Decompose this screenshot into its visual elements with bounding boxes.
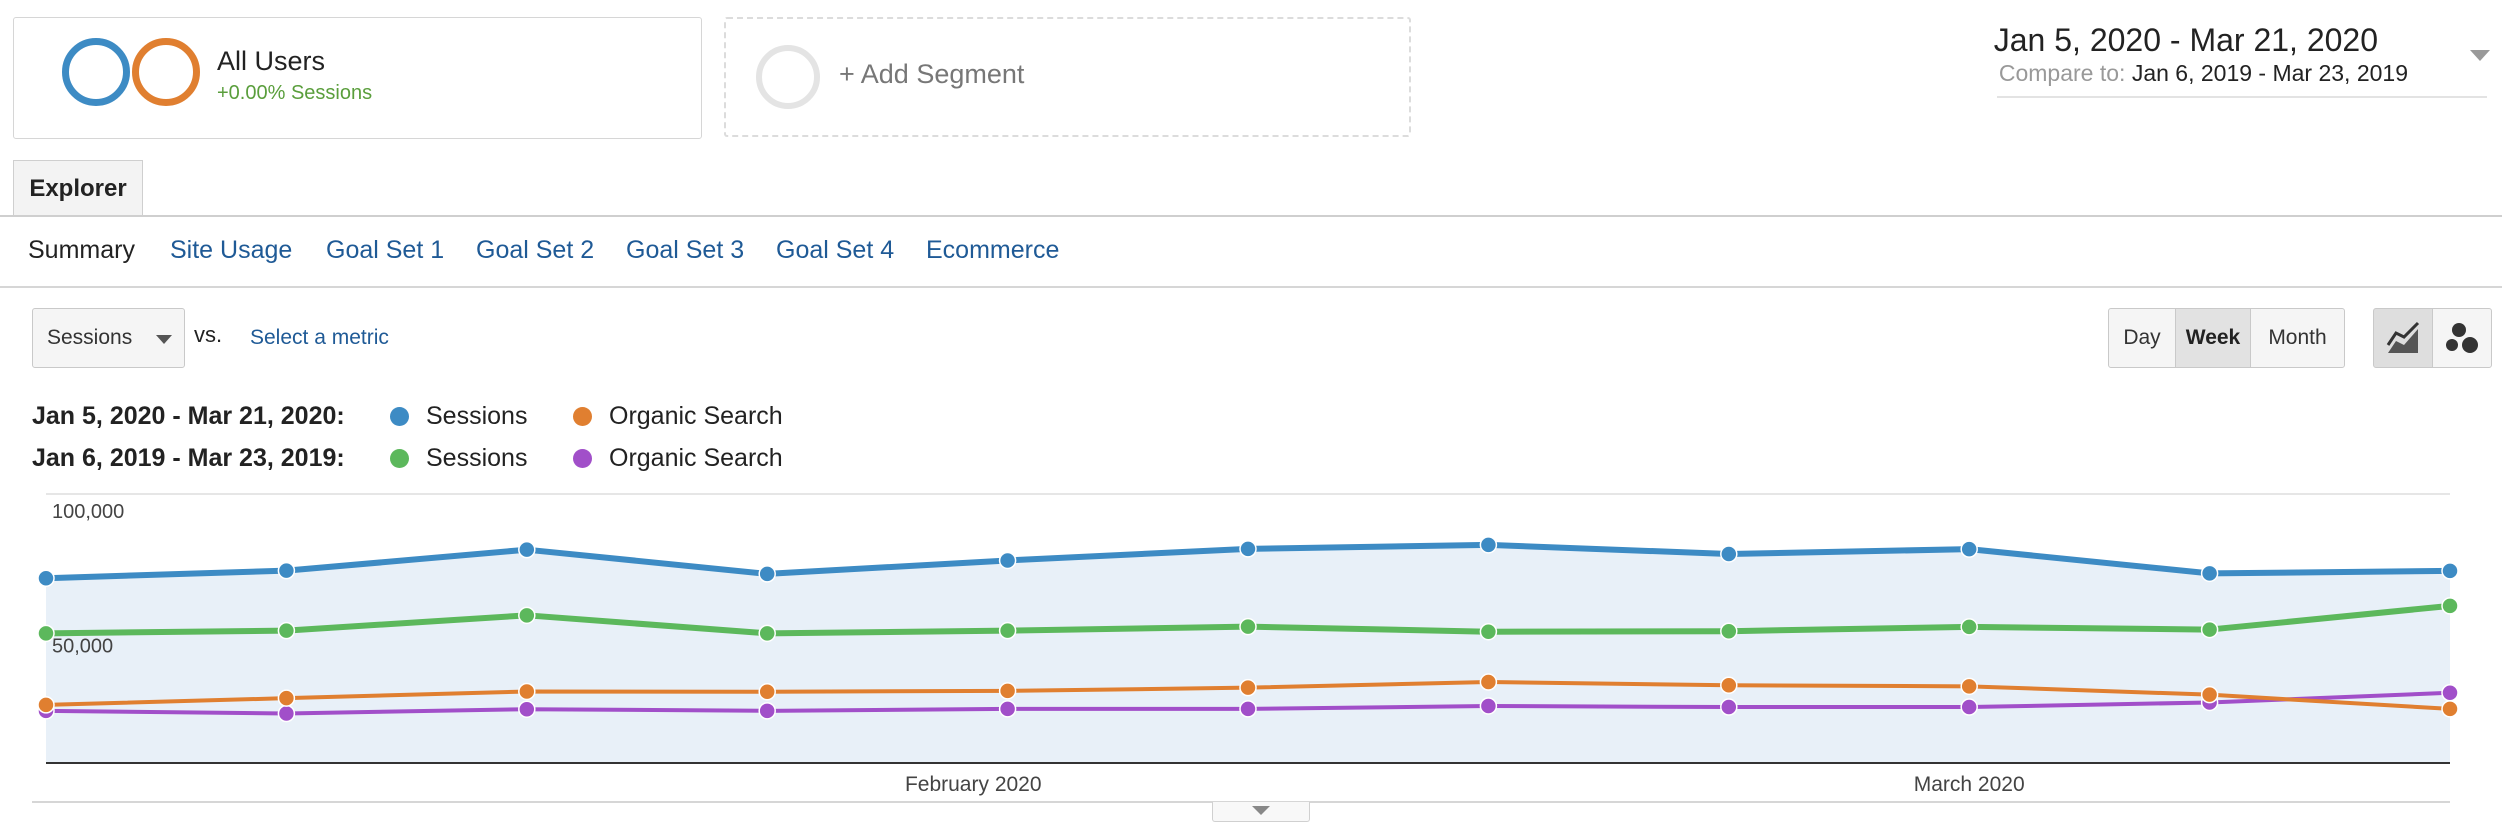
data-point xyxy=(998,551,1017,570)
data-point xyxy=(1479,697,1498,715)
data-point xyxy=(998,621,1017,640)
data-point xyxy=(2441,700,2459,718)
day-button[interactable]: Day xyxy=(2108,308,2176,368)
line-chart-icon xyxy=(2386,321,2420,353)
data-point xyxy=(758,565,776,583)
data-point xyxy=(2441,562,2459,580)
date-range-compare[interactable]: Compare to: Jan 6, 2019 - Mar 23, 2019 xyxy=(1999,60,2408,87)
data-point xyxy=(998,682,1017,700)
month-button[interactable]: Month xyxy=(2250,308,2345,368)
subnav-goal-set-3[interactable]: Goal Set 3 xyxy=(626,236,745,264)
segment-title: All Users xyxy=(217,46,326,76)
data-point xyxy=(1239,678,1257,697)
data-point xyxy=(1960,677,1978,696)
legend-range-current: Jan 5, 2020 - Mar 21, 2020: xyxy=(32,402,345,430)
data-point xyxy=(2200,620,2219,639)
data-point xyxy=(277,689,296,707)
data-point xyxy=(2441,597,2459,615)
compare-value: Jan 6, 2019 - Mar 23, 2019 xyxy=(2131,60,2408,86)
add-segment-label: + Add Segment xyxy=(839,59,1025,89)
chevron-down-icon xyxy=(1252,806,1270,815)
chevron-down-icon xyxy=(156,335,172,344)
line-chart-view-button[interactable] xyxy=(2373,308,2433,368)
data-point xyxy=(277,704,296,723)
legend-range-compare: Jan 6, 2019 - Mar 23, 2019: xyxy=(32,444,345,472)
legend-label: Organic Search xyxy=(609,402,783,430)
compare-label: Compare to: xyxy=(1998,60,2126,86)
data-point xyxy=(1720,622,1738,640)
data-point xyxy=(1479,673,1498,691)
data-point xyxy=(37,696,55,714)
data-point xyxy=(2441,684,2459,702)
tab-divider xyxy=(0,215,2502,217)
legend-dot-icon xyxy=(390,449,409,468)
legend-label: Organic Search xyxy=(609,444,783,472)
data-point xyxy=(2200,685,2219,704)
metric-select[interactable]: Sessions xyxy=(32,308,185,368)
data-point xyxy=(277,621,296,640)
subnav-goal-set-1[interactable]: Goal Set 1 xyxy=(326,236,445,264)
subnav-goal-set-2[interactable]: Goal Set 2 xyxy=(476,236,595,264)
data-point xyxy=(758,624,776,643)
data-point xyxy=(1239,700,1257,718)
legend-dot-icon xyxy=(573,407,592,426)
x-tick-label: February 2020 xyxy=(905,773,1042,796)
subnav-divider xyxy=(0,286,2502,288)
week-button[interactable]: Week xyxy=(2175,308,2251,368)
data-point xyxy=(1960,618,1978,636)
data-point xyxy=(1239,617,1257,636)
y-tick-label: 50,000 xyxy=(52,636,113,658)
segment-all-users[interactable]: All Users +0.00% Sessions xyxy=(13,17,702,139)
data-point xyxy=(2200,564,2219,583)
data-point xyxy=(1239,540,1257,558)
data-point xyxy=(758,682,776,701)
granularity-toggle: Day Week Month xyxy=(2108,308,2345,368)
segment-circle-orange-icon xyxy=(132,38,200,106)
select-metric-link[interactable]: Select a metric xyxy=(250,326,389,349)
y-tick-label: 100,000 xyxy=(52,501,124,523)
data-point xyxy=(277,561,296,580)
segment-subtitle: +0.00% Sessions xyxy=(217,82,373,104)
data-point xyxy=(1720,545,1738,563)
subnav-summary[interactable]: Summary xyxy=(28,236,135,264)
legend-label: Sessions xyxy=(426,444,528,472)
data-point xyxy=(37,624,55,643)
series-area-0 xyxy=(46,544,2450,763)
subnav-goal-set-4[interactable]: Goal Set 4 xyxy=(776,236,895,264)
sessions-line-chart: 100,000 50,000 February 2020 March 2020 xyxy=(32,493,2459,803)
tab-explorer[interactable]: Explorer xyxy=(13,160,143,216)
data-point xyxy=(518,540,536,559)
data-point xyxy=(1960,698,1978,716)
vs-label: vs. xyxy=(194,322,223,347)
data-point xyxy=(1720,676,1738,695)
legend-dot-icon xyxy=(390,407,409,426)
segment-circle-blue-icon xyxy=(62,38,130,106)
motion-chart-icon xyxy=(2446,323,2478,353)
data-point xyxy=(37,569,55,587)
legend-label: Sessions xyxy=(426,402,528,430)
chart-collapse-toggle[interactable] xyxy=(1212,802,1310,822)
data-point xyxy=(1479,536,1498,554)
motion-chart-view-button[interactable] xyxy=(2432,308,2492,368)
data-point xyxy=(518,606,536,625)
data-point xyxy=(1479,622,1498,641)
chart-view-toggle xyxy=(2373,308,2492,368)
data-point xyxy=(758,702,776,720)
add-segment-button[interactable]: + Add Segment xyxy=(724,17,1411,137)
data-point xyxy=(998,700,1017,718)
subnav-site-usage[interactable]: Site Usage xyxy=(170,236,293,264)
add-segment-circle-icon xyxy=(756,45,820,109)
metric-select-value: Sessions xyxy=(47,326,133,349)
date-range-underline xyxy=(1997,96,2487,98)
x-tick-label: March 2020 xyxy=(1914,773,2025,796)
date-range-dropdown-icon[interactable] xyxy=(2470,50,2490,61)
date-range-main[interactable]: Jan 5, 2020 - Mar 21, 2020 xyxy=(1993,22,2378,58)
subnav-ecommerce[interactable]: Ecommerce xyxy=(926,236,1060,264)
data-point xyxy=(518,700,536,718)
data-point xyxy=(1720,698,1738,716)
data-point xyxy=(1960,540,1978,558)
data-point xyxy=(518,682,536,701)
legend-dot-icon xyxy=(573,449,592,468)
